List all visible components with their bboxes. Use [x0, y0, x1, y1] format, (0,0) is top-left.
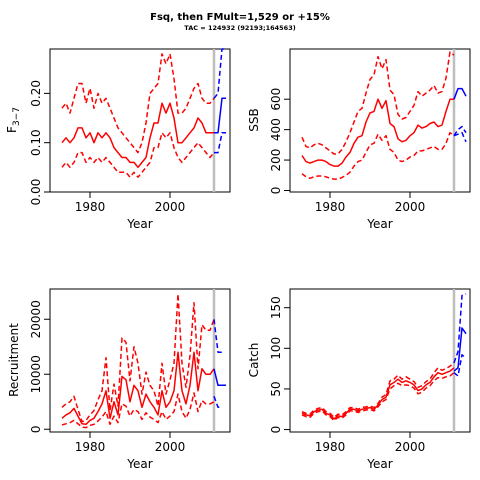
panel-f-xtick-label: 2000: [155, 200, 186, 214]
panel-recruitment-forecast-lower-line: [213, 396, 222, 409]
panel-ssb-forecast-upper-line: [453, 125, 467, 137]
panel-catch-ytick-label: 150: [269, 296, 283, 319]
panel-f-forecast-line: [214, 97, 226, 134]
panel-ssb-forecast-lower-line: [453, 131, 467, 143]
panel-f-ylabel: F3−7: [5, 107, 22, 133]
panel-catch-lower-line: [301, 372, 455, 422]
panel-ssb-frame: [289, 48, 471, 193]
panel-ssb-ylabel: SSB: [247, 108, 261, 131]
panel-catch-xlabel: Year: [366, 457, 392, 471]
panel-recruitment-xtick-label: 1980: [75, 440, 106, 454]
panel-ssb-ytick-label: 400: [269, 118, 283, 141]
panel-f-upper-line: [61, 53, 215, 154]
panel-catch-xtick-label: 1980: [315, 440, 346, 454]
panel-recruitment-xlabel: Year: [126, 457, 152, 471]
panel-recruitment-ytick-label: 20000: [29, 300, 43, 338]
panel-catch-frame: [289, 288, 471, 433]
panel-catch-chart: Year Catch 1980 2000 0 50 100 150: [247, 288, 471, 471]
figure-title: Fsq, then FMult=1,529 or +15%: [150, 12, 330, 23]
panel-ssb-estimate-line: [301, 98, 454, 167]
panel-catch-ytick-label: 50: [269, 381, 283, 396]
panel-f-forecast-lower-line: [214, 132, 226, 154]
panel-catch-forecast-line: [453, 327, 467, 372]
panel-ssb-ytick-label: 600: [269, 88, 283, 111]
panel-recruitment-xtick-label: 2000: [155, 440, 186, 454]
panel-f-xtick-label: 1980: [75, 200, 106, 214]
panel-catch-upper-line: [301, 362, 455, 419]
panel-ssb-xlabel: Year: [366, 217, 392, 231]
panel-ssb-xtick-label: 1980: [315, 200, 346, 214]
panel-recruitment-forecast-line: [213, 368, 226, 387]
figure-subtitle: TAC = 124932 (92193;164563): [184, 24, 295, 32]
panel-recruitment-ytick-label: 0: [29, 425, 43, 433]
panel-catch-ytick-label: 0: [269, 426, 283, 434]
panel-f-ytick-label: 0.10: [29, 129, 43, 156]
panel-recruitment-ylabel: Recruitment: [7, 323, 21, 397]
panel-ssb-xtick-label: 2000: [395, 200, 426, 214]
panel-f-lower-line: [61, 132, 215, 178]
panel-ssb-ytick-label: 0: [269, 187, 283, 195]
panel-f-ylabel-main: F: [5, 126, 19, 133]
panel-ssb-ytick-label: 200: [269, 149, 283, 172]
panel-ssb-chart: Year SSB 1980 2000 0 200 400 600: [247, 48, 471, 231]
panel-ssb-lower-line: [301, 131, 455, 180]
panel-ssb-forecast-line: [453, 87, 467, 100]
panel-catch-xtick-label: 2000: [395, 440, 426, 454]
panel-catch-forecast-lower-line: [453, 354, 467, 377]
panel-f-ytick-label: 0.20: [29, 80, 43, 107]
panel-recruitment-ytick-label: 10000: [29, 355, 43, 393]
panel-ssb-upper-line: [301, 51, 455, 155]
panel-recruitment-estimate-line: [61, 351, 215, 426]
panel-recruitment-upper-line: [61, 293, 215, 423]
panel-f-estimate-line: [61, 102, 214, 169]
panel-f-forecast-upper-line: [213, 48, 226, 99]
panel-f-xlabel: Year: [126, 217, 152, 231]
panel-f-ytick-label: 0.00: [29, 179, 43, 206]
panel-catch-forecast-upper-line: [453, 293, 467, 364]
panel-recruitment-lower-line: [61, 392, 215, 429]
panel-recruitment-forecast-upper-line: [213, 319, 222, 354]
panel-catch-estimate-line: [301, 367, 455, 420]
panel-catch-ytick-label: 100: [269, 337, 283, 360]
panel-catch-ylabel: Catch: [247, 343, 261, 378]
panel-f-chart: Year F3−7 1980 2000 0.00 0.10 0.20: [5, 48, 231, 231]
panel-f-frame: [49, 48, 231, 193]
panel-f-ylabel-sub: 3−7: [12, 107, 22, 126]
panel-recruitment-frame: [49, 288, 231, 433]
